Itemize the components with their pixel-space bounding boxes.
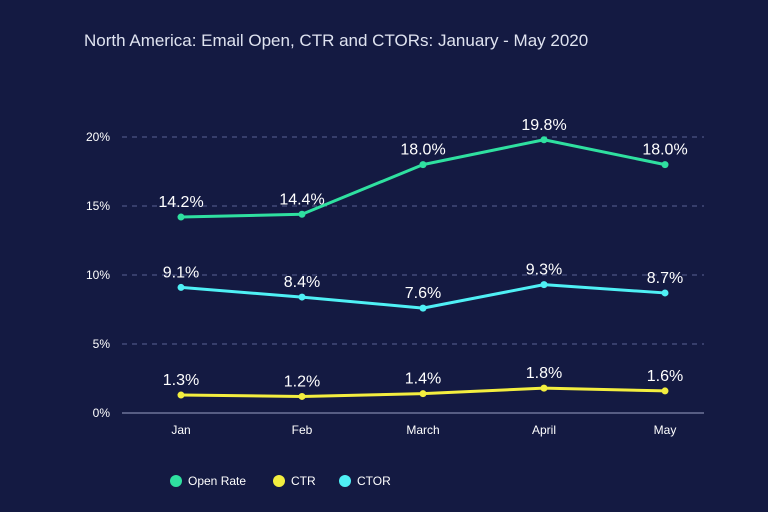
- legend-marker: [339, 475, 351, 487]
- legend-label: Open Rate: [188, 474, 246, 488]
- ctor-point: [419, 304, 427, 312]
- ctr-data-label: 1.6%: [647, 368, 683, 385]
- ctr-data-label: 1.2%: [284, 373, 320, 390]
- y-tick-label: 20%: [86, 130, 110, 144]
- x-tick-label: May: [654, 423, 677, 437]
- open-rate-point: [419, 161, 427, 169]
- x-tick-label: Jan: [171, 423, 190, 437]
- grid-layer: 0% 5% 10% 15% 20%: [86, 130, 704, 420]
- legend-marker: [170, 475, 182, 487]
- ctor-data-label: 9.1%: [163, 264, 199, 281]
- ctor-data-label: 9.3%: [526, 262, 562, 279]
- series-layer: [177, 136, 669, 400]
- chart-title: North America: Email Open, CTR and CTORs…: [84, 31, 588, 50]
- legend-marker: [273, 475, 285, 487]
- y-tick-label: 10%: [86, 268, 110, 282]
- legend: Open Rate CTR CTOR: [170, 474, 391, 488]
- ctor-data-label: 7.6%: [405, 285, 441, 302]
- open-rate-data-label: 18.0%: [400, 142, 445, 159]
- y-tick-label: 5%: [93, 337, 111, 351]
- legend-label: CTR: [291, 474, 316, 488]
- open-rate-point: [177, 213, 185, 221]
- data-label-layer: 14.2% 14.4% 18.0% 19.8% 18.0% 1.3% 1.2% 1.4% 1.8…: [158, 117, 687, 391]
- ctor-point: [661, 289, 669, 297]
- y-tick-label: 15%: [86, 199, 110, 213]
- legend-item-ctr: CTR: [273, 474, 316, 488]
- ctr-point: [419, 390, 427, 398]
- open-rate-data-label: 14.4%: [279, 191, 324, 208]
- legend-item-open-rate: Open Rate: [170, 474, 246, 488]
- ctor-point: [298, 293, 306, 301]
- ctr-point: [661, 387, 669, 395]
- ctor-point: [540, 281, 548, 289]
- x-tick-label: April: [532, 423, 556, 437]
- legend-item-ctor: CTOR: [339, 474, 391, 488]
- open-rate-data-label: 19.8%: [521, 117, 566, 134]
- open-rate-data-label: 18.0%: [642, 142, 687, 159]
- ctr-data-label: 1.8%: [526, 365, 562, 382]
- ctr-point: [540, 384, 548, 392]
- x-tick-label: Feb: [292, 423, 313, 437]
- ctor-point: [177, 283, 185, 291]
- open-rate-point: [298, 210, 306, 218]
- open-rate-point: [661, 161, 669, 169]
- open-rate-data-label: 14.2%: [158, 194, 203, 211]
- legend-label: CTOR: [357, 474, 391, 488]
- open-rate-point: [540, 136, 548, 144]
- y-tick-label: 0%: [93, 406, 111, 420]
- ctor-data-label: 8.7%: [647, 270, 683, 287]
- ctr-point: [177, 391, 185, 399]
- ctr-data-label: 1.3%: [163, 372, 199, 389]
- x-tick-label: March: [406, 423, 439, 437]
- ctr-data-label: 1.4%: [405, 371, 441, 388]
- x-tick-layer: Jan Feb March April May: [171, 423, 676, 437]
- ctr-point: [298, 392, 306, 400]
- ctor-data-label: 8.4%: [284, 274, 320, 291]
